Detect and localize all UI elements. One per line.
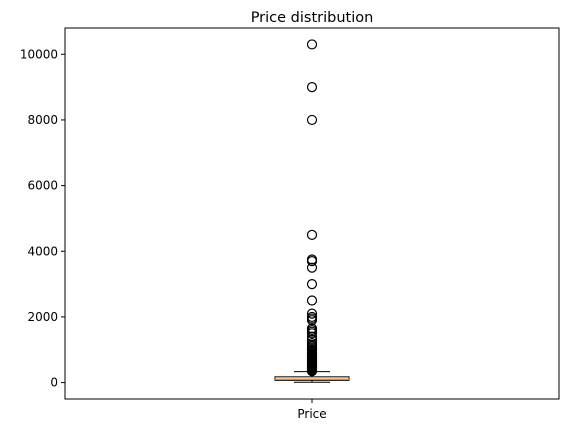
y-tick-label: 10000 [20,47,58,61]
y-tick-label: 8000 [27,113,58,127]
outlier-point [306,256,318,267]
outlier-point [306,278,318,290]
outlier-point [306,365,318,377]
y-tick-label: 6000 [27,179,58,193]
outlier-point [306,308,318,319]
y-tick-label: 0 [50,376,58,390]
outlier-point [306,334,318,346]
chart-title: Price distribution [251,10,374,26]
y-tick-label: 2000 [27,310,58,324]
outlier-point [306,229,318,240]
outlier-point [306,262,318,273]
outlier-point [306,114,318,126]
x-tick-label: Price [297,407,326,421]
y-axis: 0 2000 4000 6000 8000 10000 [20,47,65,390]
outlier-point [306,39,318,50]
outlier-point [306,81,318,93]
outlier-point [306,295,318,306]
outlier-point [306,328,318,339]
outlier-point [306,315,318,326]
outlier-point [306,331,318,342]
x-axis: Price [297,399,327,421]
outlier-points [306,39,318,377]
y-tick-label: 4000 [27,244,58,258]
